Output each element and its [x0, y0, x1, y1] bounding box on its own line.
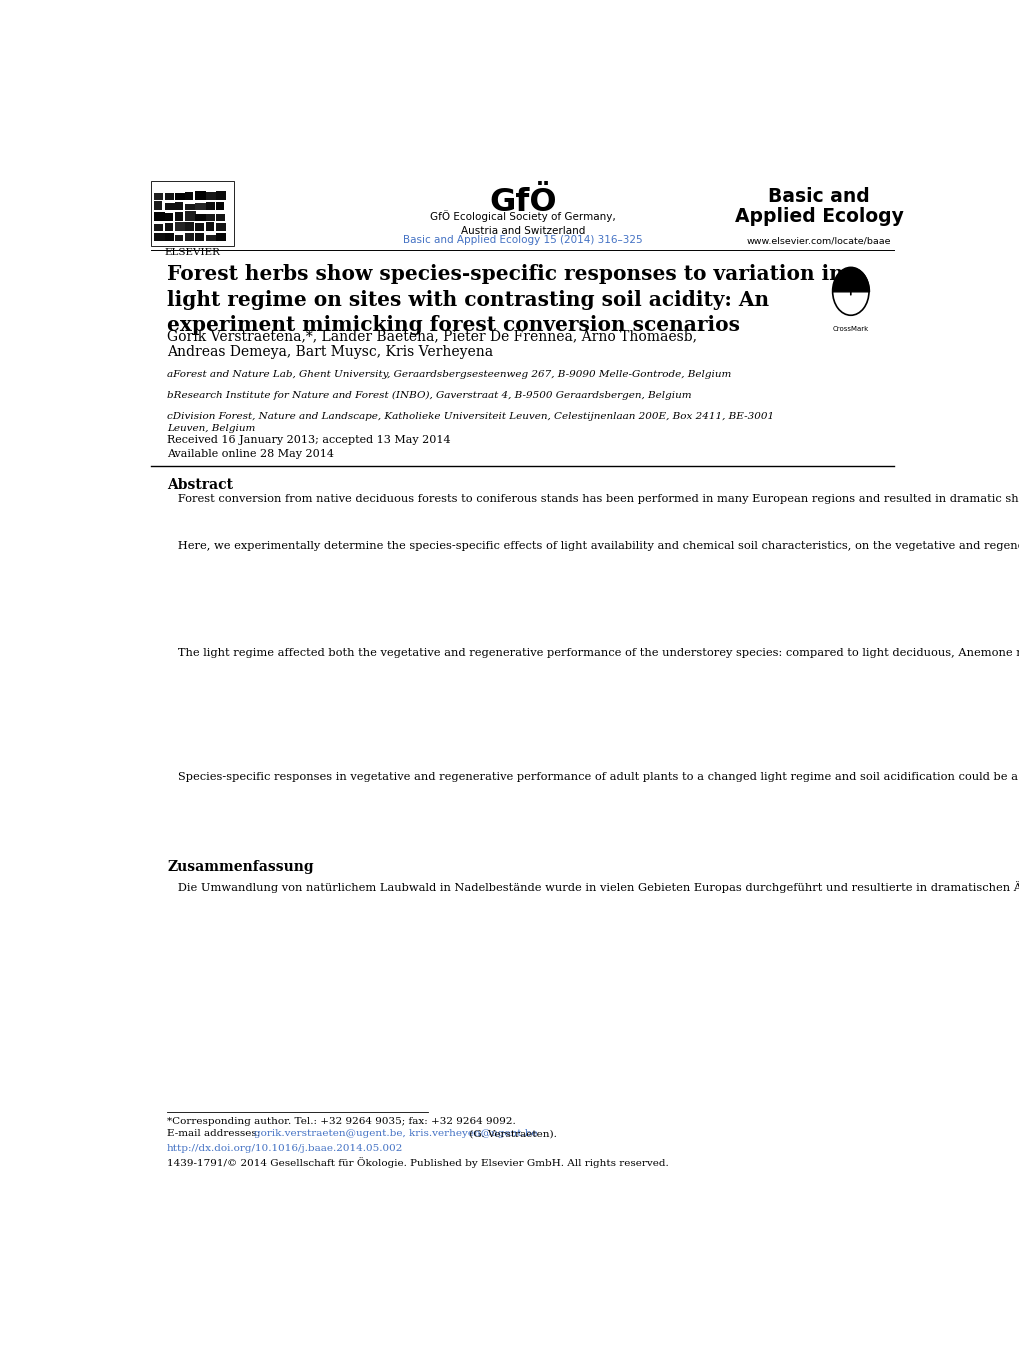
Text: E-mail addresses:: E-mail addresses:	[167, 1129, 263, 1138]
Bar	[206, 235, 216, 242]
Bar	[185, 222, 194, 231]
Bar	[216, 214, 225, 220]
Text: GfÖ Ecological Society of Germany,
Austria and Switzerland: GfÖ Ecological Society of Germany, Austr…	[429, 210, 615, 237]
Bar	[196, 233, 204, 242]
Text: Gorik Verstraetena,*, Lander Baetena, Pieter De Frennea, Arno Thomaesb,: Gorik Verstraetena,*, Lander Baetena, Pi…	[167, 329, 696, 343]
Text: (G. Verstraeten).: (G. Verstraeten).	[466, 1129, 556, 1138]
Text: Forest herbs show species-specific responses to variation in
light regime on sit: Forest herbs show species-specific respo…	[167, 264, 843, 335]
Text: bResearch Institute for Nature and Forest (INBO), Gaverstraat 4, B-9500 Geraards: bResearch Institute for Nature and Fores…	[167, 391, 691, 400]
Bar	[175, 203, 183, 210]
Bar	[206, 201, 214, 210]
Text: http://dx.doi.org/10.1016/j.baae.2014.05.002: http://dx.doi.org/10.1016/j.baae.2014.05…	[167, 1144, 403, 1153]
Bar	[164, 223, 173, 231]
Text: The light regime affected both the vegetative and regenerative performance of th: The light regime affected both the veget…	[167, 649, 1019, 658]
Bar	[216, 201, 224, 210]
Bar	[175, 193, 185, 200]
Bar	[164, 214, 173, 220]
Bar	[185, 234, 194, 242]
Bar	[196, 223, 204, 231]
Bar	[175, 235, 183, 242]
Text: Andreas Demeya, Bart Muysc, Kris Verheyena: Andreas Demeya, Bart Muysc, Kris Verheye…	[167, 346, 492, 360]
Bar	[196, 203, 206, 210]
Bar	[175, 212, 183, 220]
Bar	[216, 223, 226, 231]
Text: cDivision Forest, Nature and Landscape, Katholieke Universiteit Leuven, Celestij: cDivision Forest, Nature and Landscape, …	[167, 412, 773, 433]
Text: ELSEVIER: ELSEVIER	[164, 247, 220, 257]
Text: 1439-1791/© 2014 Gesellschaft für Ökologie. Published by Elsevier GmbH. All righ: 1439-1791/© 2014 Gesellschaft für Ökolog…	[167, 1157, 668, 1168]
Text: Abstract: Abstract	[167, 477, 232, 492]
Bar	[164, 193, 174, 200]
Bar	[154, 193, 163, 200]
Text: *Corresponding author. Tel.: +32 9264 9035; fax: +32 9264 9092.: *Corresponding author. Tel.: +32 9264 90…	[167, 1117, 516, 1126]
Bar	[216, 191, 225, 200]
Bar	[154, 201, 162, 210]
Bar	[154, 224, 163, 231]
Bar	[151, 181, 234, 246]
Bar	[164, 234, 173, 242]
Text: gorik.verstraeten@ugent.be, kris.verheyen@ugent.be: gorik.verstraeten@ugent.be, kris.verheye…	[254, 1129, 537, 1138]
Bar	[154, 233, 165, 242]
Bar	[196, 191, 206, 200]
Text: Zusammenfassung: Zusammenfassung	[167, 860, 314, 873]
Text: www.elsevier.com/locate/baae: www.elsevier.com/locate/baae	[746, 237, 891, 245]
Bar	[185, 211, 196, 220]
Bar	[185, 204, 196, 210]
Text: Here, we experimentally determine the species-specific effects of light availabi: Here, we experimentally determine the sp…	[167, 541, 1019, 552]
Bar	[164, 203, 175, 210]
Text: CrossMark: CrossMark	[832, 326, 868, 331]
Text: Applied Ecology: Applied Ecology	[734, 207, 903, 226]
Bar	[206, 222, 214, 231]
Text: Received 16 January 2013; accepted 13 May 2014: Received 16 January 2013; accepted 13 Ma…	[167, 435, 450, 445]
Text: Basic and Applied Ecology 15 (2014) 316–325: Basic and Applied Ecology 15 (2014) 316–…	[403, 235, 642, 245]
Text: Basic and: Basic and	[767, 187, 869, 207]
Bar	[206, 214, 215, 220]
Text: aForest and Nature Lab, Ghent University, Geraardsbergsesteenweg 267, B-9090 Mel: aForest and Nature Lab, Ghent University…	[167, 370, 731, 380]
Text: Species-specific responses in vegetative and regenerative performance of adult p: Species-specific responses in vegetative…	[167, 772, 1019, 781]
Bar	[216, 233, 226, 242]
Bar	[175, 222, 185, 231]
Text: Available online 28 May 2014: Available online 28 May 2014	[167, 449, 333, 458]
Bar	[154, 212, 165, 220]
Text: Die Umwandlung von natürlichem Laubwald in Nadelbestände wurde in vielen Gebiete: Die Umwandlung von natürlichem Laubwald …	[167, 880, 1019, 892]
Bar	[185, 192, 193, 200]
Bar	[196, 214, 206, 220]
Text: Forest conversion from native deciduous forests to coniferous stands has been pe: Forest conversion from native deciduous …	[167, 495, 1019, 504]
Text: GfÖ: GfÖ	[488, 187, 556, 218]
Bar	[206, 192, 216, 200]
